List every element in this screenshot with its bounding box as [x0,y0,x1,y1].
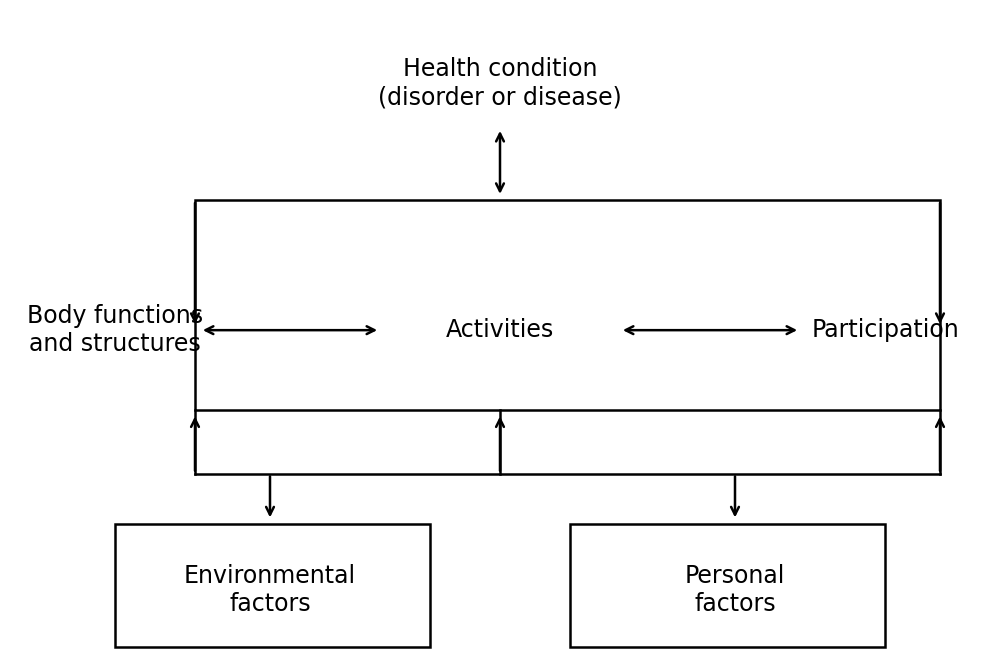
Text: Activities: Activities [446,318,554,342]
Bar [195,200,940,410]
Bar [570,524,885,647]
Text: Body functions
and structures: Body functions and structures [27,304,203,356]
Text: Health condition
(disorder or disease): Health condition (disorder or disease) [378,57,622,109]
Text: Personal
factors: Personal factors [685,564,785,616]
Text: Environmental
factors: Environmental factors [184,564,356,616]
Bar [115,524,430,647]
Text: Participation: Participation [811,318,959,342]
